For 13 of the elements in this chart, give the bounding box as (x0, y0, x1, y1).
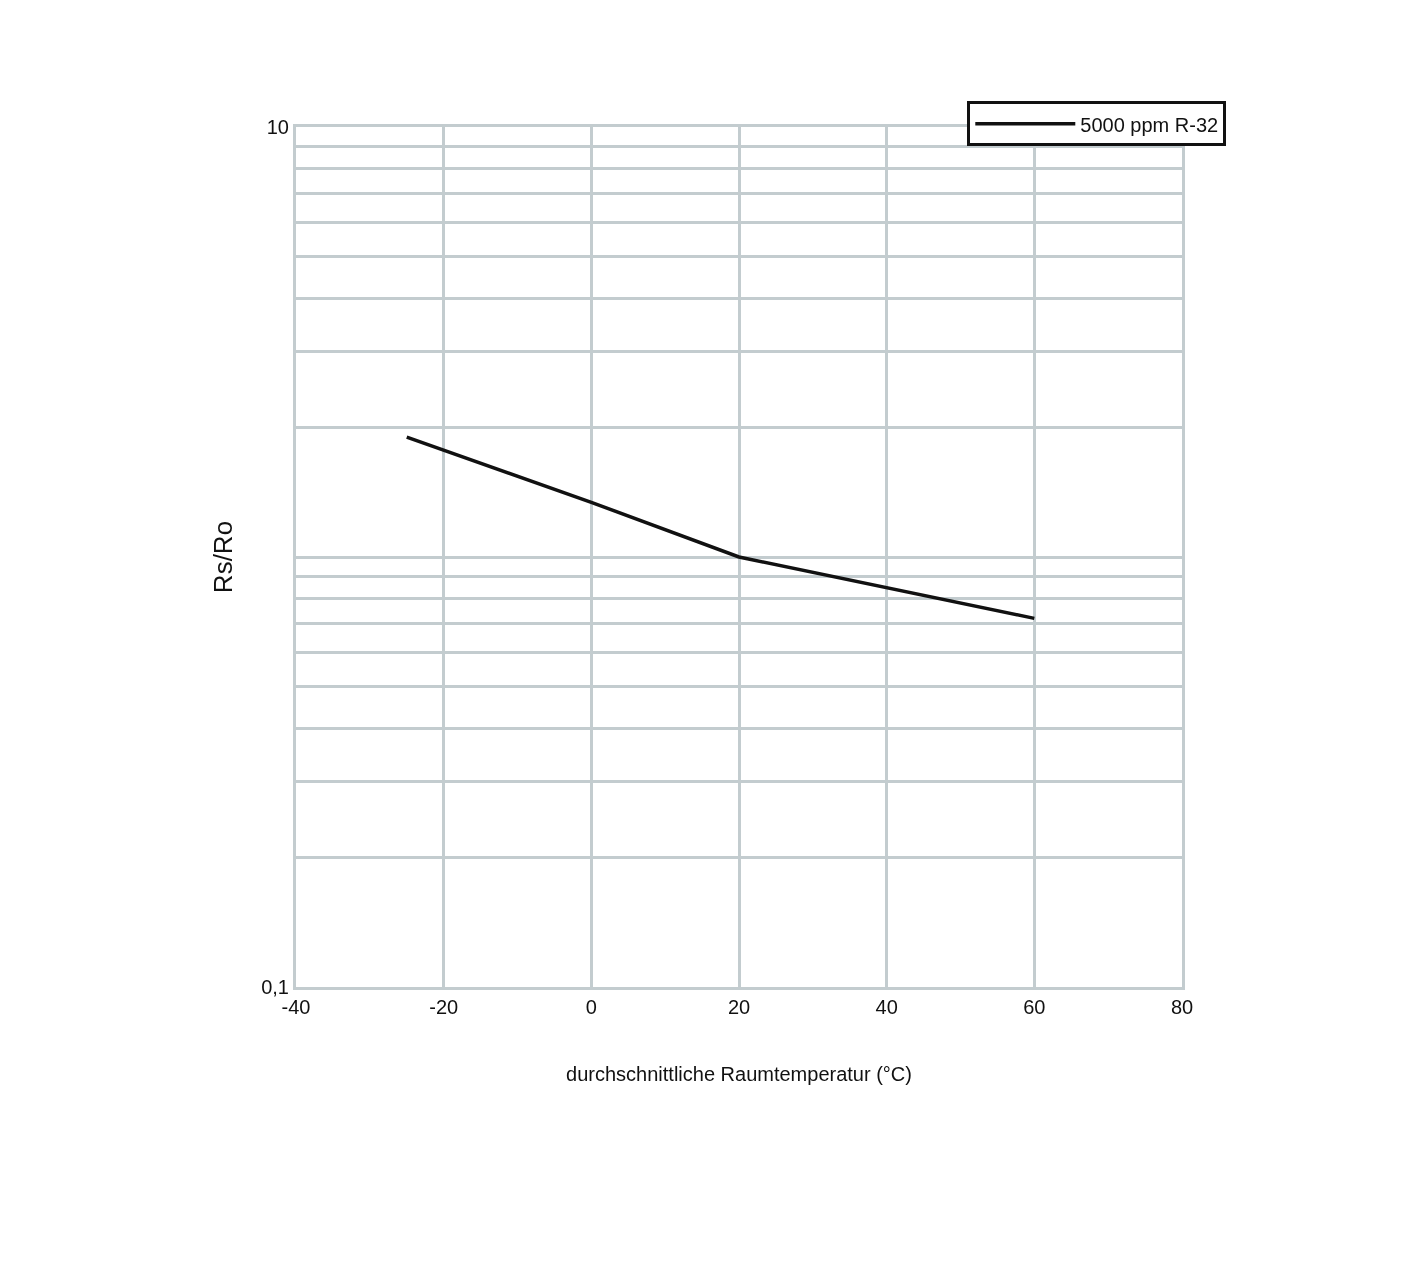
y-axis-title: Rs/Ro (208, 520, 238, 594)
x-tick-label: 60 (1023, 996, 1046, 1018)
legend-label: 5000 ppm R-32 (1080, 113, 1219, 136)
x-tick-label: -20 (429, 996, 459, 1018)
x-tick-label: 20 (727, 996, 751, 1018)
y-tick-label: 0,1 (261, 976, 289, 998)
line-series (405, 435, 1037, 621)
x-tick-label: 80 (1170, 996, 1194, 1018)
y-tick-label: 10 (266, 116, 289, 138)
x-tick-label: 40 (875, 996, 898, 1018)
x-tick-label: -40 (281, 996, 311, 1018)
x-axis-title: durchschnittliche Raumtemperatur (°C) (566, 1062, 912, 1085)
x-tick-label: 0 (585, 996, 597, 1018)
